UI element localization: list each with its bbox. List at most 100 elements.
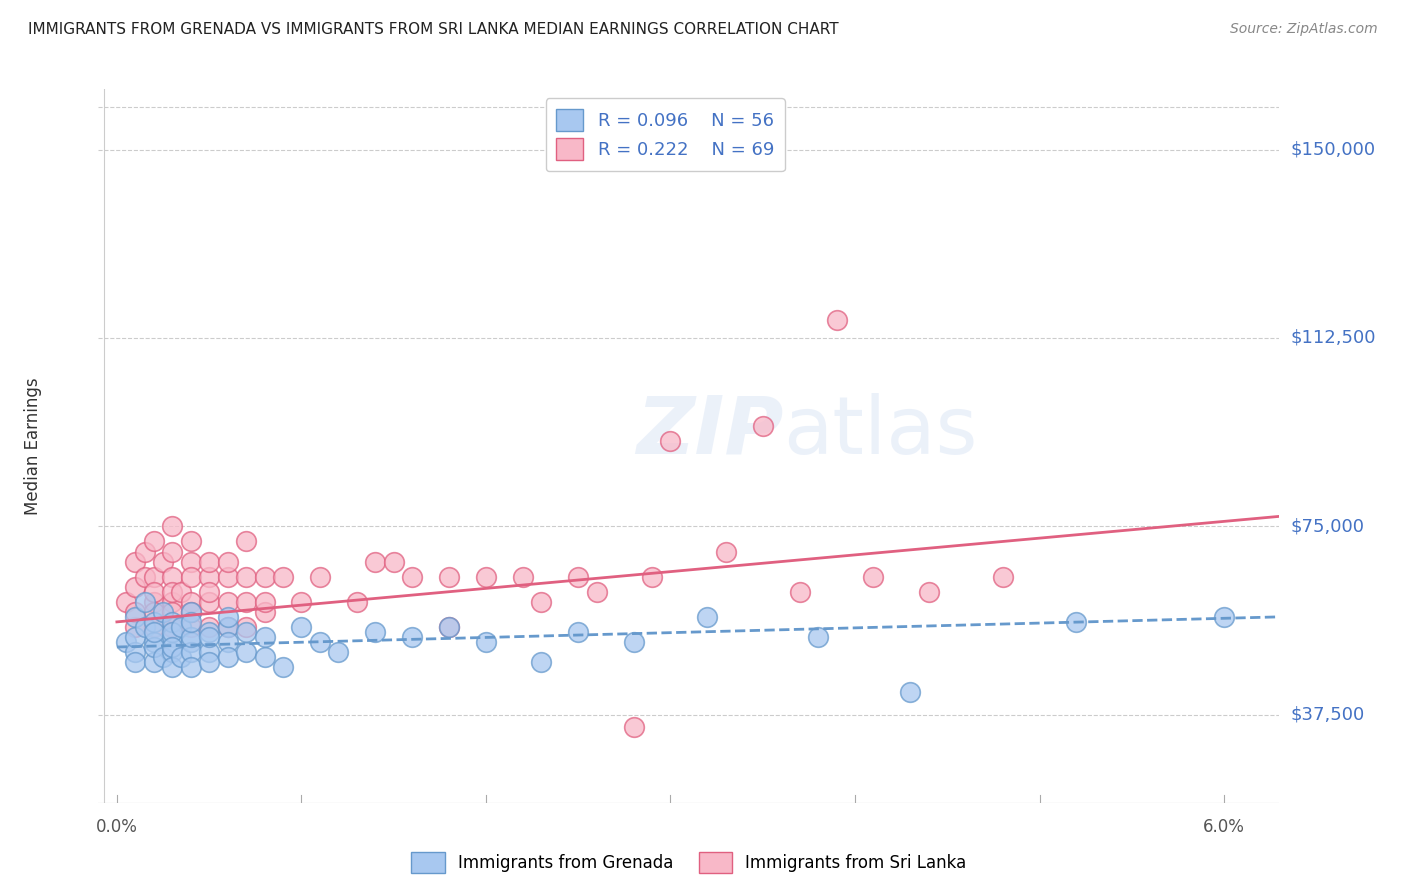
Point (235, 624, 257, 639)
Legend: R = 0.096    N = 56, R = 0.222    N = 69: R = 0.096 N = 56, R = 0.222 N = 69 (546, 98, 785, 171)
Point (142, 595, 165, 609)
Point (235, 620, 257, 634)
Point (180, 620, 202, 634)
Point (115, 595, 138, 609)
Point (235, 534, 257, 549)
Point (142, 615, 165, 629)
Point (235, 645, 257, 659)
Point (180, 534, 202, 549)
Point (235, 569, 257, 583)
Point (217, 620, 239, 634)
Text: 0.0%: 0.0% (96, 818, 138, 836)
Point (308, 635, 332, 649)
Point (918, 584, 941, 599)
Point (162, 624, 183, 639)
Point (825, 313, 848, 327)
Point (217, 555, 239, 569)
Point (115, 635, 138, 649)
Point (364, 624, 387, 639)
Point (217, 595, 239, 609)
Text: Median Earnings: Median Earnings (24, 377, 42, 515)
Point (789, 584, 811, 599)
Point (162, 660, 183, 674)
Point (142, 569, 165, 583)
Point (142, 655, 165, 669)
Point (235, 595, 257, 609)
Point (567, 569, 589, 583)
Point (364, 555, 387, 569)
Point (180, 605, 202, 619)
Point (898, 685, 921, 699)
Point (162, 569, 183, 583)
Point (714, 544, 737, 558)
Point (217, 650, 239, 665)
Point (198, 645, 221, 659)
Point (162, 584, 183, 599)
Point (124, 620, 146, 634)
Point (162, 640, 183, 654)
Point (991, 569, 1014, 583)
Text: $150,000: $150,000 (1291, 141, 1375, 159)
Point (142, 620, 165, 634)
Point (198, 555, 221, 569)
Point (198, 655, 221, 669)
Point (124, 645, 146, 659)
Point (807, 630, 830, 644)
Point (623, 635, 645, 649)
Point (567, 624, 589, 639)
Point (696, 610, 718, 624)
Point (217, 610, 239, 624)
Point (1066, 615, 1088, 629)
Point (217, 635, 239, 649)
Point (162, 544, 183, 558)
Point (198, 620, 221, 634)
Point (1213, 610, 1236, 624)
Text: $37,500: $37,500 (1291, 706, 1365, 723)
Text: atlas: atlas (783, 392, 977, 471)
Point (162, 519, 183, 533)
Point (862, 569, 884, 583)
Point (328, 645, 350, 659)
Point (512, 569, 534, 583)
Point (530, 595, 553, 609)
Point (124, 605, 146, 619)
Point (437, 569, 460, 583)
Text: IMMIGRANTS FROM GRENADA VS IMMIGRANTS FROM SRI LANKA MEDIAN EARNINGS CORRELATION: IMMIGRANTS FROM GRENADA VS IMMIGRANTS FR… (28, 22, 839, 37)
Point (659, 434, 682, 448)
Point (198, 630, 221, 644)
Point (180, 555, 202, 569)
Legend: Immigrants from Grenada, Immigrants from Sri Lanka: Immigrants from Grenada, Immigrants from… (405, 846, 973, 880)
Point (162, 615, 183, 629)
Point (475, 635, 498, 649)
Point (152, 605, 174, 619)
Text: ZIP: ZIP (636, 392, 783, 471)
Point (180, 595, 202, 609)
Point (180, 645, 202, 659)
Point (134, 569, 156, 583)
Point (346, 595, 368, 609)
Point (180, 660, 202, 674)
Point (198, 595, 221, 609)
Point (134, 544, 156, 558)
Text: $112,500: $112,500 (1291, 329, 1376, 347)
Point (253, 595, 276, 609)
Text: 6.0%: 6.0% (1204, 818, 1246, 836)
Point (290, 620, 312, 634)
Point (180, 569, 202, 583)
Point (198, 624, 221, 639)
Point (124, 555, 146, 569)
Point (253, 605, 276, 619)
Point (401, 630, 423, 644)
Point (152, 555, 174, 569)
Text: $75,000: $75,000 (1291, 517, 1365, 535)
Point (382, 555, 405, 569)
Point (180, 615, 202, 629)
Point (401, 569, 423, 583)
Point (271, 569, 294, 583)
Point (751, 418, 773, 433)
Point (124, 580, 146, 594)
Point (142, 605, 165, 619)
Point (198, 569, 221, 583)
Point (162, 605, 183, 619)
Point (180, 630, 202, 644)
